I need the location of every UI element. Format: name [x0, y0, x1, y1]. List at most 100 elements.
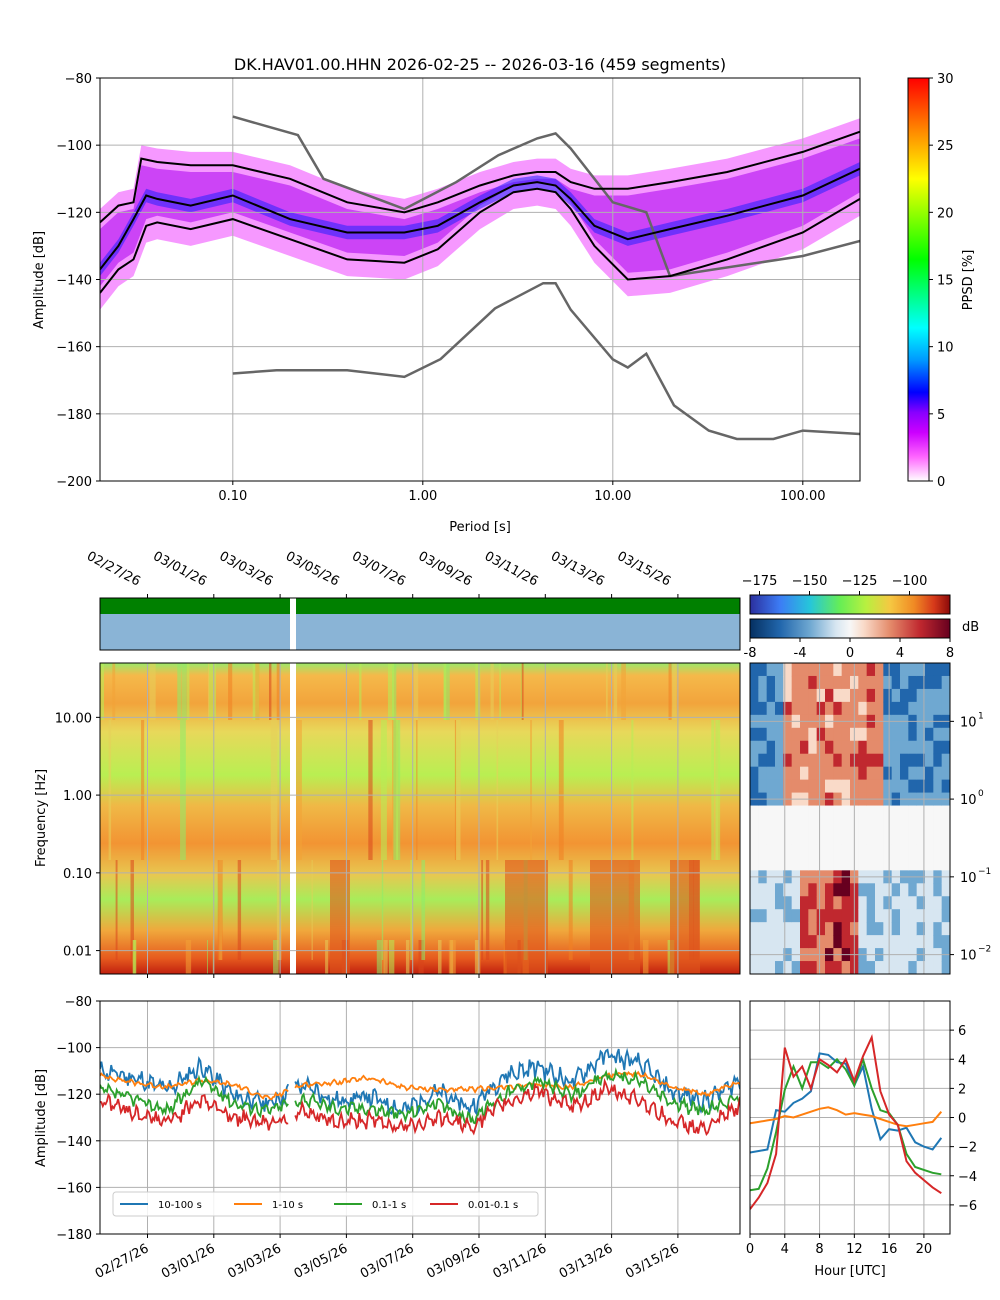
- diurnal-cell: [783, 805, 793, 819]
- diurnal-series-1: [750, 1106, 943, 1128]
- diurnal-cell: [875, 701, 884, 716]
- diurnal-cell: [866, 857, 876, 871]
- diurnal-cell: [875, 961, 884, 974]
- diurnal-cell: [866, 779, 876, 794]
- availability-data-bar: [100, 598, 740, 614]
- diurnal-cell: [750, 831, 759, 845]
- diurnal-cell: [758, 727, 768, 742]
- diurnal-cell: [816, 909, 826, 923]
- diurnal-cell: [941, 727, 950, 742]
- ppsd-title: DK.HAV01.00.HHN 2026-02-25 -- 2026-03-16…: [234, 55, 726, 74]
- spectro-date-label: 03/03/26: [217, 549, 276, 590]
- diurnal-cell: [858, 831, 868, 845]
- spectro-stripe: [388, 940, 395, 974]
- availability-lower-bar: [100, 614, 740, 650]
- diurnal-cell: [775, 844, 784, 858]
- diurnal-cell: [783, 675, 793, 690]
- diurnal-cell: [833, 753, 843, 768]
- diurnal-cell: [925, 675, 934, 690]
- diurnal-cell: [941, 701, 950, 716]
- diurnal-cell: [841, 818, 851, 832]
- diurnal-cell: [783, 857, 793, 871]
- diurnal-cell: [908, 779, 918, 794]
- spectro-stripe: [621, 663, 626, 720]
- diurnal-cell: [916, 727, 926, 742]
- ppsd-colorbar-ticks: 0 5 10 15 20 25 30: [929, 72, 954, 490]
- diurnal-cell: [883, 727, 893, 742]
- band-line-3-a: [100, 1092, 289, 1131]
- diurnal-cell: [908, 857, 918, 871]
- percentile-line-median: [100, 167, 860, 271]
- diurnal-cell: [816, 844, 826, 858]
- spectro-stripe: [368, 720, 373, 860]
- diurnal-cell: [891, 818, 901, 832]
- spectro-stripe: [268, 663, 272, 720]
- diurnal-cell: [791, 883, 801, 897]
- spectro-stripe: [383, 940, 388, 974]
- diurnal-cell: [808, 727, 818, 742]
- band-line-0-b: [294, 1047, 740, 1117]
- diurnal-series-0: [750, 1052, 943, 1154]
- diurnal-cell: [791, 727, 801, 742]
- diurnal-cell: [908, 935, 918, 949]
- diurnal-cell: [833, 663, 843, 677]
- spectro-stripe: [490, 663, 494, 720]
- db-colorbar-ticks: −175 −150 −125 −100: [742, 574, 927, 595]
- diurnal-cell: [858, 701, 868, 716]
- ppsd-density-peak: [100, 162, 860, 277]
- diurnal-cell: [875, 727, 884, 742]
- spectro-stripe: [207, 663, 210, 720]
- diurnal-cell: [875, 766, 884, 781]
- band-x-tick-label: 03/09/26: [424, 1241, 483, 1282]
- diurnal-cell: [925, 740, 934, 755]
- diurnal-cell: [825, 753, 834, 768]
- diurnal-cell: [791, 688, 801, 703]
- diurnal-cell: [883, 883, 893, 897]
- diurnal-cell: [883, 844, 893, 858]
- diurnal-y-tick-label: −6: [958, 1199, 977, 1214]
- diurnal-cell: [866, 805, 876, 819]
- diurnal-cell: [750, 727, 759, 742]
- diurnal-cell: [783, 818, 793, 832]
- diurnal-cell: [900, 961, 909, 974]
- diurnal-cell: [791, 857, 801, 871]
- diurnal-cell: [925, 883, 934, 897]
- diurnal-cell: [858, 675, 868, 690]
- diurnal-cell: [766, 753, 776, 768]
- diurnal-cell: [766, 727, 776, 742]
- diff-cbar-tick-label: -8: [744, 646, 757, 661]
- diurnal-cell: [916, 766, 926, 781]
- spectro-stripe: [413, 663, 419, 720]
- diurnal-cell: [825, 831, 834, 845]
- spectro-dark-period: [330, 860, 350, 974]
- legend-label-1-10: 1-10 s: [272, 1200, 303, 1211]
- spectro-stripe: [613, 663, 618, 720]
- diurnal-series-2: [750, 1055, 942, 1192]
- diurnal-cell: [816, 857, 826, 871]
- diff-cbar-tick-label: 8: [946, 646, 954, 661]
- spectro-stripe: [270, 720, 278, 860]
- diurnal-cell: [775, 675, 784, 690]
- diurnal-cell: [916, 857, 926, 871]
- diurnal-cell: [841, 935, 851, 949]
- diurnal-cell: [916, 701, 926, 716]
- diurnal-cell: [825, 701, 834, 716]
- diurnal-cell: [841, 675, 851, 690]
- diurnal-cell: [791, 961, 801, 974]
- diurnal-cell: [825, 779, 834, 794]
- spectro-stripe: [141, 720, 145, 860]
- diurnal-cell: [783, 935, 793, 949]
- diurnal-cell: [883, 818, 893, 832]
- diurnal-cell: [833, 896, 843, 910]
- diurnal-cell: [908, 766, 918, 781]
- ppsd-x-ticks: 0.10 1.00 10.00 100.00: [218, 481, 826, 504]
- band-x-tick-label: 03/07/26: [358, 1241, 417, 1282]
- ppsd-x-label: Period [s]: [449, 520, 511, 535]
- diurnal-cell: [908, 896, 918, 910]
- diurnal-cell: [858, 961, 868, 974]
- diurnal-cell: [941, 909, 950, 923]
- diurnal-cell: [875, 831, 884, 845]
- diurnal-y-tick-label: −2: [958, 1141, 977, 1156]
- diurnal-cell: [808, 753, 818, 768]
- ppsd-colorbar-label: PPSD [%]: [961, 250, 976, 311]
